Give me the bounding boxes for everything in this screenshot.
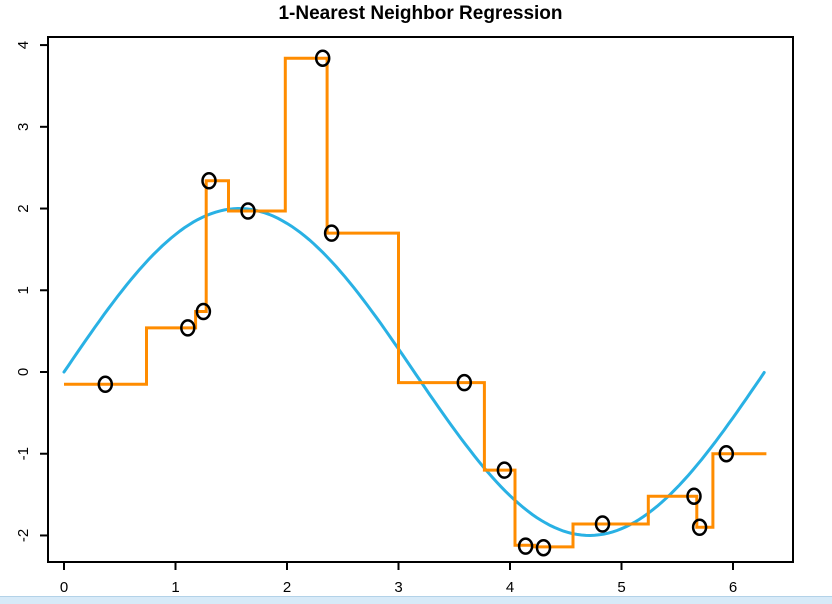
window-bottom-edge xyxy=(0,596,832,604)
chart-title: 1-Nearest Neighbor Regression xyxy=(278,3,563,24)
data-point-marker xyxy=(594,515,611,533)
x-tick-label: 1 xyxy=(171,579,179,596)
y-tick-label: 3 xyxy=(15,123,32,131)
x-tick-label: 4 xyxy=(506,579,514,596)
y-tick-label: 4 xyxy=(15,41,32,49)
y-tick-label: -2 xyxy=(15,529,32,542)
data-point-marker xyxy=(195,302,212,321)
data-point-marker xyxy=(180,319,196,337)
y-tick-label: -1 xyxy=(15,447,32,460)
data-point-marker xyxy=(240,202,256,220)
nearest-neighbor-step-line xyxy=(64,56,767,549)
data-point-marker xyxy=(718,444,735,463)
x-tick-label: 0 xyxy=(60,579,68,596)
y-tick-label: 0 xyxy=(15,368,32,376)
x-tick-label: 3 xyxy=(394,579,402,596)
data-point-marker xyxy=(535,538,552,557)
data-point-marker xyxy=(691,518,708,537)
data-point-marker xyxy=(496,461,513,479)
data-point-marker xyxy=(97,375,114,394)
y-tick-label: 1 xyxy=(15,286,32,294)
data-point-marker xyxy=(686,487,702,505)
x-tick-label: 2 xyxy=(283,579,291,596)
data-point-marker xyxy=(323,224,340,242)
data-point-marker xyxy=(201,172,217,190)
x-tick-label: 6 xyxy=(729,579,737,596)
y-tick-label: 2 xyxy=(15,204,32,212)
true-function-curve xyxy=(62,206,766,538)
data-point-marker xyxy=(314,49,331,67)
data-point-marker xyxy=(456,373,473,392)
x-tick-label: 5 xyxy=(617,579,625,596)
plot-box xyxy=(47,36,794,563)
data-point-marker xyxy=(517,537,534,555)
